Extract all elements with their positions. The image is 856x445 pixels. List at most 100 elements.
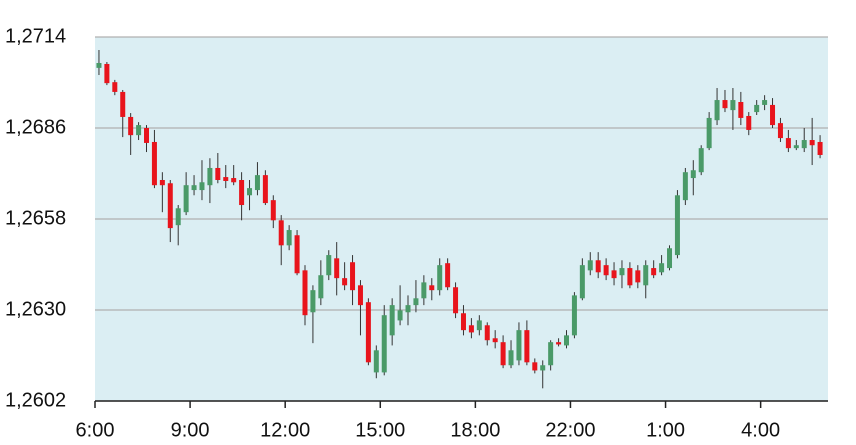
candle-body	[429, 285, 435, 291]
candle-body	[524, 330, 530, 363]
candle-body	[254, 175, 260, 191]
candle-body	[413, 298, 419, 306]
candle-body	[294, 235, 300, 274]
candle-body	[199, 182, 205, 191]
candle-body	[500, 342, 506, 366]
candle-body	[136, 125, 142, 136]
candle-body	[405, 305, 411, 313]
candle-body	[587, 260, 593, 271]
candle-body	[215, 167, 221, 180]
candle-body	[785, 138, 791, 149]
x-tick-label: 9:00	[171, 419, 210, 441]
candle-body	[421, 282, 427, 299]
candle-body	[302, 270, 308, 316]
candle-body	[690, 170, 696, 179]
candle-body	[754, 104, 760, 113]
candle-body	[373, 350, 379, 373]
candle-body	[540, 365, 546, 371]
candle-body	[563, 335, 569, 346]
candle-body	[722, 100, 728, 109]
candle-body	[144, 128, 150, 143]
candle-body	[381, 315, 387, 373]
candle-body	[801, 140, 807, 149]
y-tick-label: 1,2602	[5, 389, 66, 411]
candle-body	[159, 180, 165, 186]
x-tick-label: 18:00	[450, 419, 500, 441]
candle-body	[445, 263, 451, 288]
candle-body	[175, 208, 181, 226]
x-tick-label: 15:00	[355, 419, 405, 441]
candle-body	[167, 183, 173, 229]
candle-body	[270, 200, 276, 221]
candle-body	[714, 100, 720, 121]
candle-body	[817, 141, 823, 155]
candle-body	[627, 268, 633, 286]
candle-body	[738, 102, 744, 118]
candle-body	[453, 287, 459, 314]
candle-body	[579, 265, 585, 299]
candle-body	[207, 167, 213, 186]
candle-body	[706, 117, 712, 149]
candle-body	[262, 175, 268, 204]
candle-body	[682, 172, 688, 201]
candle-body	[651, 268, 657, 276]
candle-body	[516, 330, 522, 361]
candle-body	[476, 320, 482, 331]
candle-body	[365, 302, 371, 363]
candle-body	[484, 325, 490, 341]
x-tick-label: 22:00	[545, 419, 595, 441]
candle-body	[334, 258, 340, 279]
candle-body	[659, 263, 665, 273]
candle-body	[762, 100, 768, 105]
candle-body	[286, 230, 292, 246]
candle-body	[595, 260, 601, 273]
candle-body	[468, 325, 474, 333]
candle-body	[532, 362, 538, 371]
x-tick-label: 12:00	[260, 419, 310, 441]
candle-body	[350, 262, 356, 291]
candle-body	[104, 63, 110, 84]
candle-body	[777, 123, 783, 139]
x-tick-label: 4:00	[741, 419, 780, 441]
candle-body	[389, 305, 395, 336]
candle-body	[120, 91, 126, 117]
candle-body	[318, 275, 324, 299]
candle-body	[326, 255, 332, 276]
candle-body	[310, 290, 316, 313]
x-tick-label: 6:00	[76, 419, 115, 441]
y-tick-label: 1,2658	[5, 207, 66, 229]
candle-body	[247, 188, 253, 196]
y-tick-label: 1,2686	[5, 116, 66, 138]
candle-body	[239, 180, 245, 206]
candle-body	[667, 248, 673, 269]
candle-body	[96, 63, 102, 68]
candle-body	[231, 178, 237, 183]
candle-body	[809, 140, 815, 146]
candle-body	[635, 270, 641, 283]
candle-body	[183, 185, 189, 213]
candle-body	[460, 313, 466, 331]
candle-body	[603, 265, 609, 276]
candle-body	[611, 270, 617, 279]
candle-body	[556, 342, 562, 345]
candle-body	[619, 268, 625, 276]
candle-body	[437, 265, 443, 291]
candle-body	[128, 116, 134, 136]
candle-body	[508, 350, 514, 366]
candle-body	[746, 115, 752, 130]
candle-body	[112, 82, 118, 92]
x-tick-label: 1:00	[646, 419, 685, 441]
candle-body	[770, 104, 776, 126]
candle-body	[730, 100, 736, 111]
candle-body	[492, 338, 498, 343]
y-tick-label: 1,2714	[5, 25, 66, 47]
candle-body	[643, 265, 649, 286]
candle-body	[278, 220, 284, 246]
candle-body	[571, 295, 577, 336]
candle-body	[342, 278, 348, 286]
y-tick-label: 1,2630	[5, 298, 66, 320]
candle-body	[223, 177, 229, 181]
candle-body	[698, 148, 704, 173]
candle-body	[548, 342, 554, 366]
